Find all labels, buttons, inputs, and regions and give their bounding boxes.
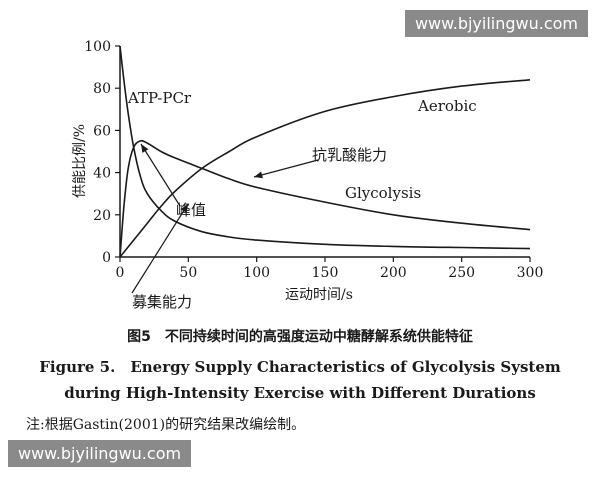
y-tick-label: 80 <box>93 81 111 97</box>
x-tick-label: 50 <box>179 265 197 281</box>
x-tick-label: 250 <box>448 265 475 281</box>
x-tick-label: 0 <box>116 265 125 281</box>
annotation-anti-lactate: 抗乳酸能力 <box>312 146 387 164</box>
series-label-aerobic: Aerobic <box>417 97 477 115</box>
y-tick-label: 100 <box>84 39 111 55</box>
x-tick-label: 150 <box>312 265 339 281</box>
annotation-arrow-anti-lactate-head <box>254 171 263 179</box>
series-label-atp-pcr: ATP-PCr <box>127 89 192 107</box>
annotation-arrow-recruit <box>131 203 189 294</box>
caption-english-line-2: during High-Intensity Exercise with Diff… <box>64 384 536 402</box>
annotation-arrow-recruit-head <box>180 204 188 213</box>
y-axis-label: 供能比例/% <box>72 124 88 198</box>
plot-area: 0 20 40 60 80 100 0 50 100 150 200 250 300 <box>84 39 544 294</box>
x-axis-label: 运动时间/s <box>285 287 353 303</box>
series-line-atp-pcr <box>119 45 531 250</box>
caption-chinese: 图5 不同持续时间的高强度运动中糖酵解系统供能特征 <box>127 329 473 345</box>
annotation-arrow-anti-lactate <box>253 159 319 178</box>
y-tick-label: 0 <box>102 250 111 266</box>
y-tick-label: 60 <box>93 123 111 139</box>
annotation-recruit: 募集能力 <box>132 293 192 311</box>
annotation-peak: 峰值 <box>176 201 206 219</box>
annotation-arrow-peak <box>140 143 181 207</box>
caption-note: 注:根据Gastin(2001)的研究结果改编绘制。 <box>26 417 306 433</box>
watermark-top: www.bjyilingwu.com <box>404 10 588 37</box>
y-tick-label: 40 <box>93 166 111 182</box>
series-line-glycolysis <box>119 139 531 258</box>
x-tick-label: 100 <box>243 265 270 281</box>
y-tick-label: 20 <box>93 208 111 224</box>
annotation-arrow-peak-head <box>141 144 149 153</box>
x-tick-label: 200 <box>380 265 407 281</box>
caption-english-line-1: Figure 5. Energy Supply Characteristics … <box>39 358 561 376</box>
x-tick-label: 300 <box>517 265 544 281</box>
series-label-glycolysis: Glycolysis <box>345 184 421 202</box>
series-line-aerobic <box>119 79 531 258</box>
watermark-bottom: www.bjyilingwu.com <box>8 440 192 467</box>
